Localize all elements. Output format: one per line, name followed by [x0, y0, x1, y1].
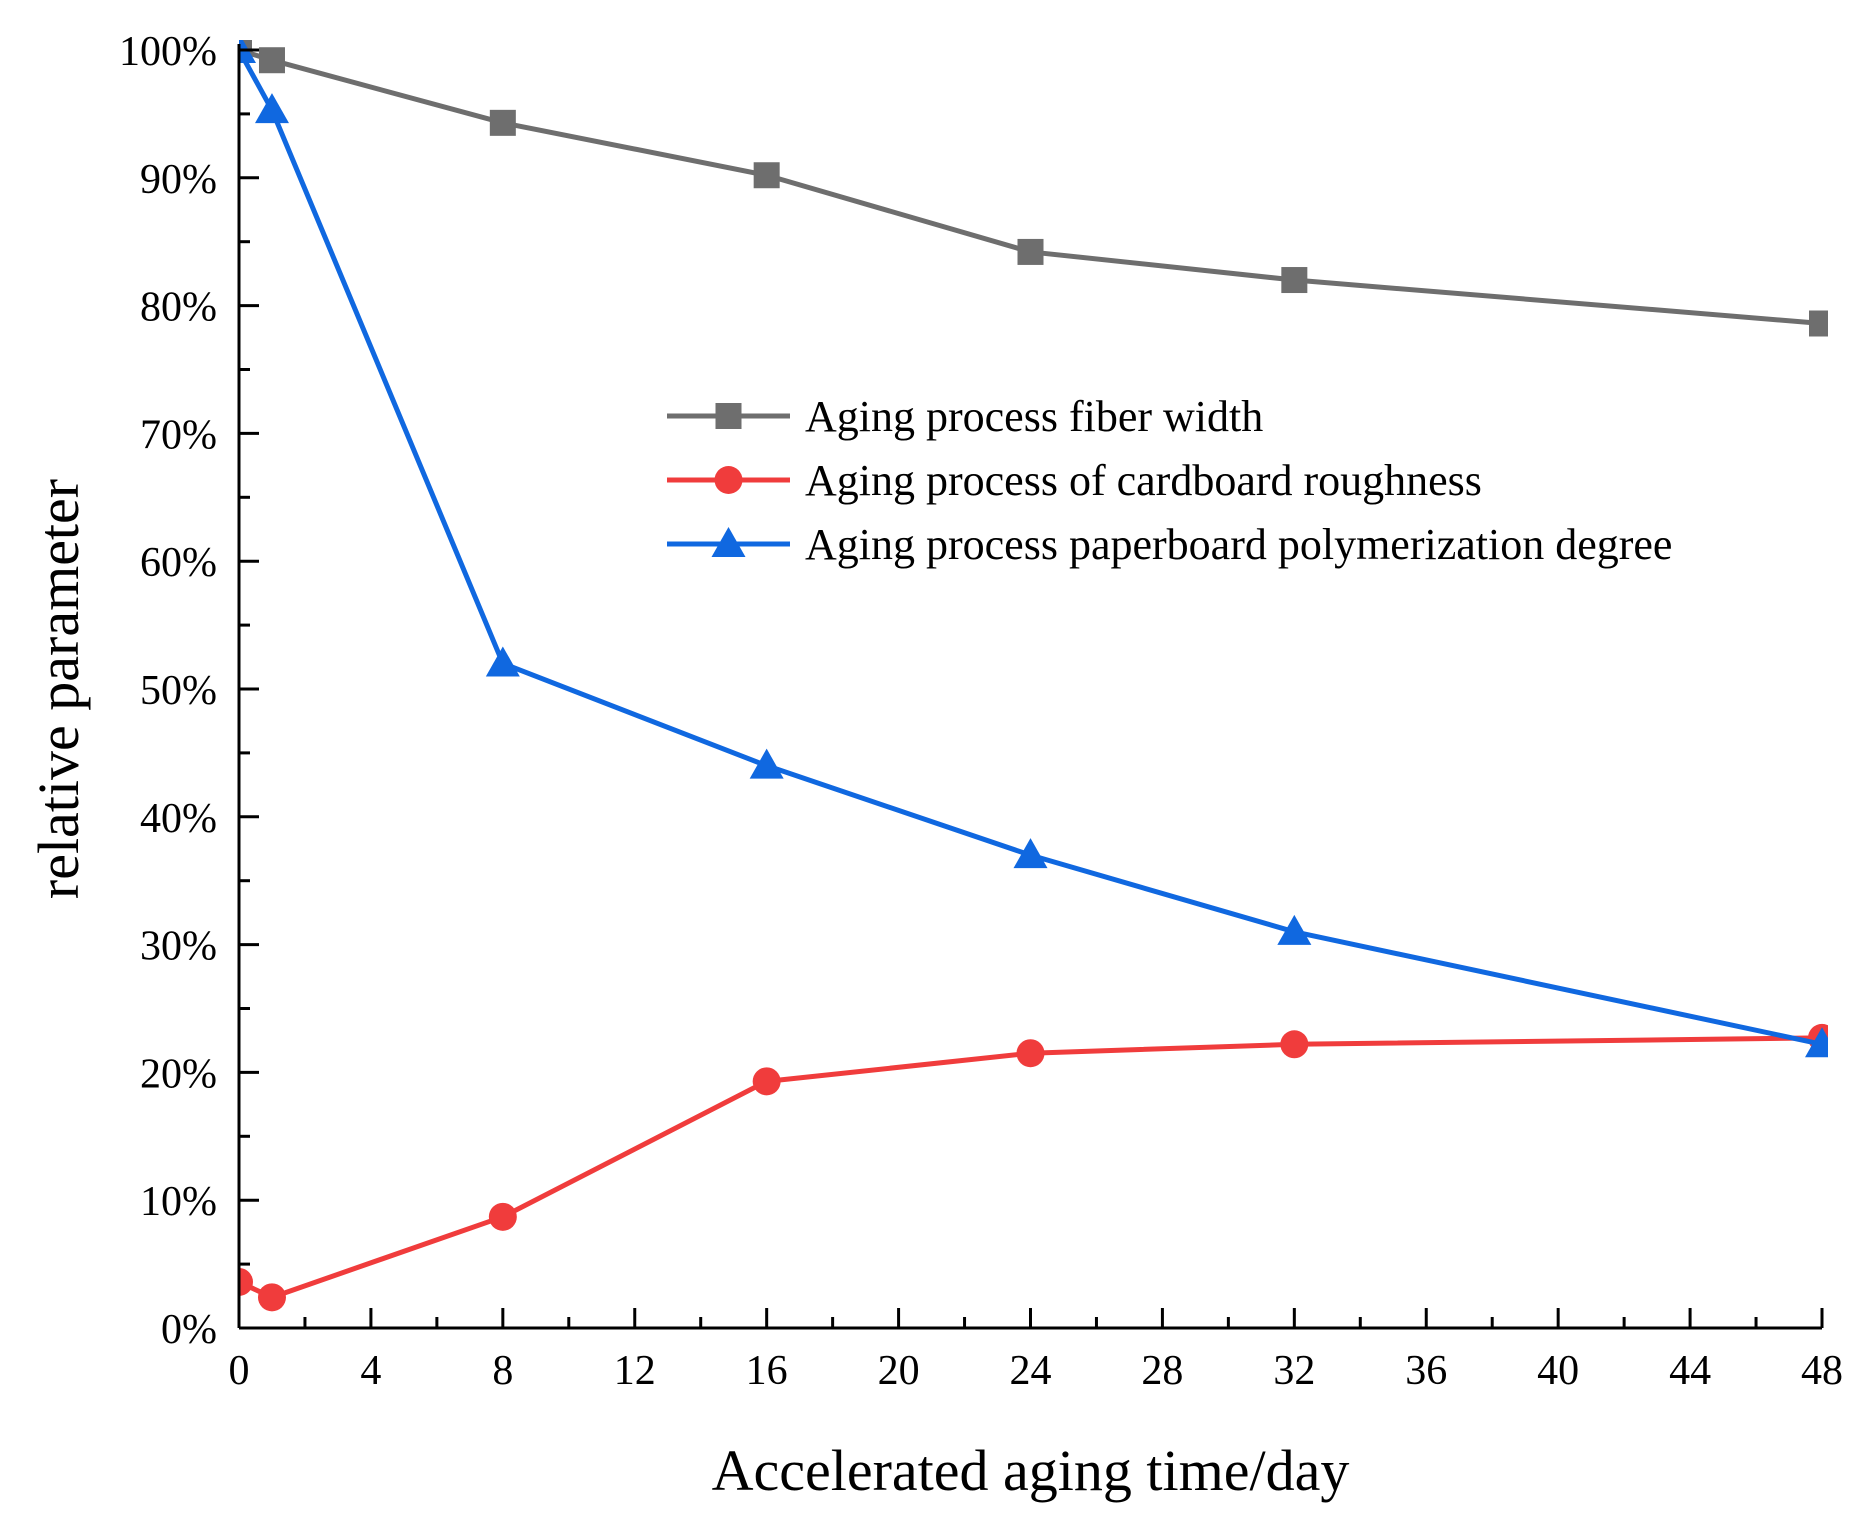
square-point: [258, 47, 285, 74]
square-point: [753, 162, 780, 189]
circle-point: [752, 1067, 781, 1096]
legend-circle-marker: [714, 466, 743, 494]
square-point: [1809, 310, 1828, 337]
x-tick-label: 0: [229, 1348, 250, 1394]
circle-point: [488, 1202, 517, 1231]
legend-square-marker: [715, 403, 742, 429]
square-point: [1281, 267, 1308, 294]
x-axis-title: Accelerated aging time/day: [712, 1438, 1350, 1503]
circle-point: [1280, 1030, 1309, 1059]
circle-point: [239, 1267, 253, 1296]
legend-entry-aging-process-of-cardboard-roughness: Aging process of cardboard roughness: [667, 456, 1482, 505]
series-aging-process-of-cardboard-roughness: [239, 1023, 1828, 1312]
y-tick-label: 20%: [140, 1051, 217, 1097]
legend-triangle-marker: [711, 527, 746, 557]
triangle-point: [749, 748, 784, 779]
x-tick-label: 24: [1010, 1348, 1052, 1394]
x-tick-label: 4: [360, 1348, 381, 1394]
axes: [237, 44, 1824, 1330]
x-tick-label: 48: [1801, 1348, 1843, 1394]
circle-point: [257, 1283, 286, 1312]
series-line: [239, 1035, 1823, 1300]
legend: Aging process fiber width Aging process o…: [667, 392, 1672, 569]
legend-entry-aging-process-paperboard-polymerization-degree: Aging process paperboard polymerization …: [667, 520, 1672, 569]
legend-label: Aging process paperboard polymerization …: [805, 520, 1672, 569]
x-tick-label: 16: [746, 1348, 788, 1394]
series-line: [239, 47, 1823, 326]
x-tick-label: 12: [614, 1348, 656, 1394]
y-tick-label: 0%: [161, 1307, 217, 1353]
y-tick-label: 50%: [140, 668, 217, 714]
legend-label: Aging process fiber width: [805, 392, 1263, 441]
series-aging-process-paperboard-polymerization-degree: [239, 40, 1828, 1058]
circle-point: [1016, 1039, 1045, 1068]
x-tick-label: 40: [1537, 1348, 1579, 1394]
x-tick-label: 28: [1141, 1348, 1183, 1394]
triangle-point: [485, 646, 520, 677]
y-tick-label: 80%: [140, 285, 217, 331]
y-tick-label: 70%: [140, 412, 217, 458]
y-tick-label: 10%: [140, 1179, 217, 1225]
x-tick-label: 20: [878, 1348, 920, 1394]
triangle-point: [254, 93, 289, 124]
tick-labels: 0 4 8 12 16 20 24 28 32 36 40 44 480%10%20%30%40%50%…: [119, 29, 1843, 1394]
x-tick-label: 8: [492, 1348, 513, 1394]
y-tick-label: 60%: [140, 540, 217, 586]
triangle-point: [1013, 838, 1048, 869]
series-group: [239, 40, 1828, 1312]
y-tick-label: 30%: [140, 924, 217, 970]
x-tick-label: 32: [1273, 1348, 1315, 1394]
y-tick-label: 40%: [140, 796, 217, 842]
y-tick-label: 90%: [140, 157, 217, 203]
legend-entry-aging-process-fiber-width: Aging process fiber width: [667, 392, 1263, 441]
y-tick-label: 100%: [119, 29, 217, 75]
legend-label: Aging process of cardboard roughness: [805, 456, 1482, 505]
x-tick-label: 44: [1669, 1348, 1711, 1394]
square-point: [1017, 238, 1044, 265]
y-axis-title: relative parameter: [26, 479, 91, 899]
triangle-point: [1805, 1027, 1828, 1058]
triangle-point: [1277, 914, 1312, 945]
square-point: [489, 109, 516, 136]
series-aging-process-fiber-width: [239, 40, 1828, 337]
x-tick-label: 36: [1405, 1348, 1447, 1394]
